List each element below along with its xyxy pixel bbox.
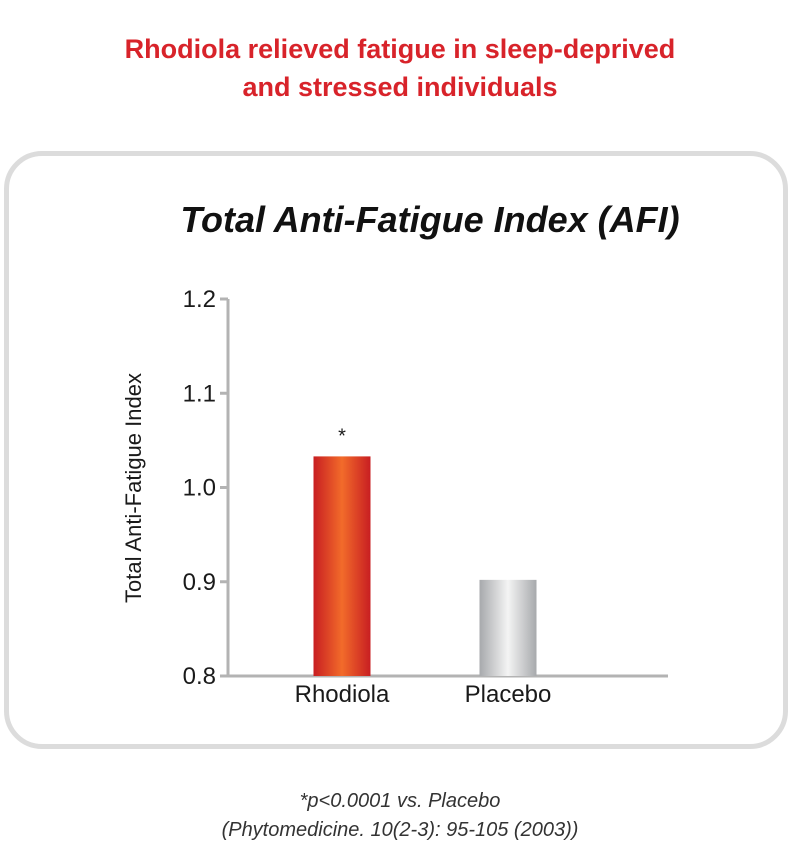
y-axis-label: Total Anti-Fatigue Index: [121, 373, 146, 603]
bar-placebo: [479, 579, 537, 676]
y-tick-label: 1.0: [183, 475, 216, 502]
significance-asterisk: *: [338, 425, 346, 447]
category-label: Placebo: [465, 681, 552, 708]
headline-line-1: Rhodiola relieved fatigue in sleep-depri…: [124, 34, 676, 64]
footnote-citation: (Phytomedicine. 10(2-3): 95-105 (2003)): [221, 819, 579, 841]
chart-title: Total Anti-Fatigue Index (AFI): [180, 199, 679, 240]
y-tick-label: 1.1: [183, 380, 216, 407]
headline: Rhodiola relieved fatigue in sleep-depri…: [0, 30, 800, 106]
bar-rhodiola: [313, 456, 371, 676]
headline-line-2: and stressed individuals: [242, 72, 558, 102]
footnote-significance: *p<0.0001 vs. Placebo: [299, 790, 501, 812]
chart-panel: [4, 151, 788, 749]
y-tick-label: 0.8: [183, 663, 216, 690]
category-label: Rhodiola: [295, 681, 390, 708]
y-tick-label: 1.2: [183, 286, 216, 313]
y-tick-label: 0.9: [183, 569, 216, 596]
